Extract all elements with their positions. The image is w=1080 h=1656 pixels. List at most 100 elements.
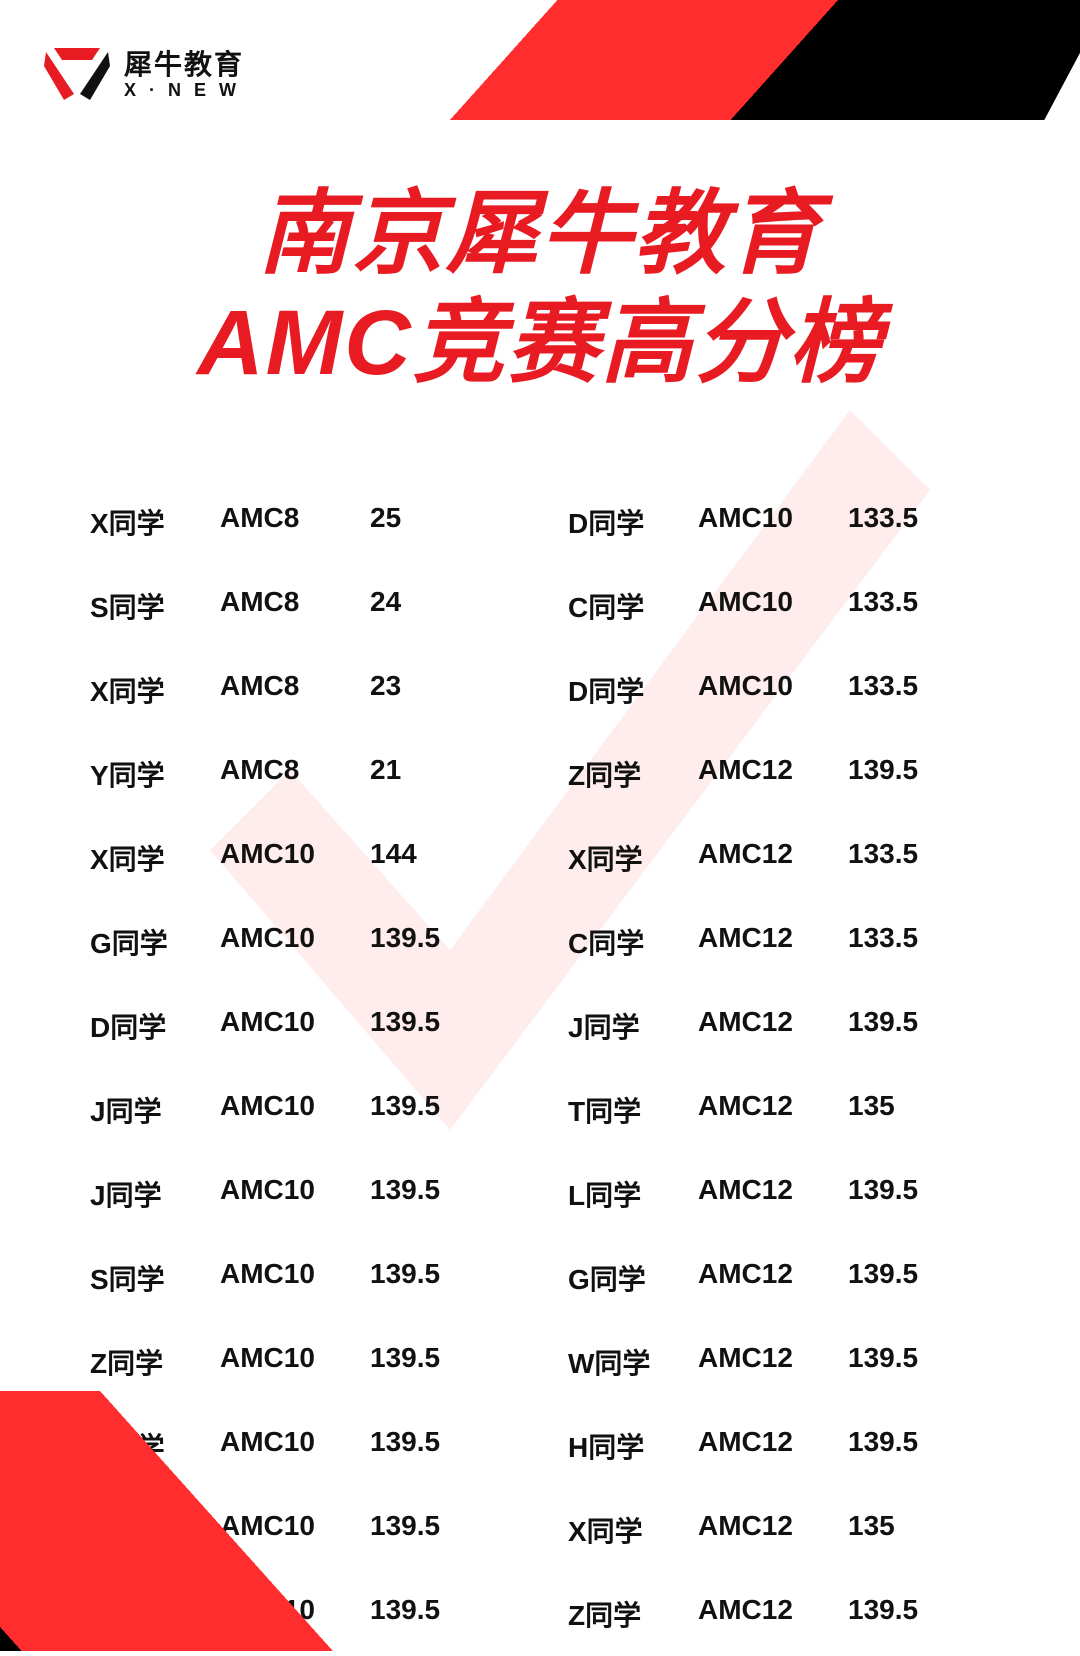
cell-exam: AMC10 bbox=[220, 838, 370, 878]
cell-student: W同学 bbox=[568, 1342, 698, 1382]
cell-score: 133.5 bbox=[848, 586, 990, 626]
cell-exam: AMC10 bbox=[220, 1174, 370, 1214]
cell-exam: AMC8 bbox=[220, 754, 370, 794]
cell-score: 139.5 bbox=[848, 1426, 990, 1466]
table-row: T同学AMC12135 bbox=[568, 1068, 990, 1152]
cell-score: 25 bbox=[370, 502, 512, 542]
table-row: Z同学AMC12139.5 bbox=[568, 732, 990, 816]
cell-student: D同学 bbox=[568, 502, 698, 542]
cell-score: 139.5 bbox=[370, 1090, 512, 1130]
logo-text-cn: 犀牛教育 bbox=[124, 51, 244, 79]
cell-score: 135 bbox=[848, 1510, 990, 1550]
title-line-1: 南京犀牛教育 bbox=[0, 180, 1080, 289]
cell-exam: AMC12 bbox=[698, 1006, 848, 1046]
cell-student: S同学 bbox=[90, 1258, 220, 1298]
cell-student: D同学 bbox=[568, 670, 698, 710]
cell-score: 139.5 bbox=[848, 1174, 990, 1214]
cell-score: 139.5 bbox=[370, 1258, 512, 1298]
table-row: G同学AMC12139.5 bbox=[568, 1236, 990, 1320]
cell-exam: AMC8 bbox=[220, 502, 370, 542]
table-row: S同学AMC824 bbox=[90, 564, 512, 648]
top-accent-stripe bbox=[380, 0, 1080, 120]
cell-student: X同学 bbox=[568, 838, 698, 878]
cell-score: 139.5 bbox=[848, 1006, 990, 1046]
cell-exam: AMC12 bbox=[698, 1258, 848, 1298]
cell-exam: AMC10 bbox=[698, 586, 848, 626]
cell-exam: AMC12 bbox=[698, 838, 848, 878]
page-title: 南京犀牛教育 AMC竞赛高分榜 bbox=[0, 180, 1080, 397]
logo-text-en: X · N E W bbox=[124, 81, 244, 99]
cell-student: D同学 bbox=[90, 1006, 220, 1046]
cell-student: H同学 bbox=[568, 1426, 698, 1466]
cell-student: J同学 bbox=[90, 1174, 220, 1214]
cell-exam: AMC10 bbox=[220, 1006, 370, 1046]
cell-exam: AMC10 bbox=[220, 922, 370, 962]
cell-score: 24 bbox=[370, 586, 512, 626]
table-row: S同学AMC10139.5 bbox=[90, 1236, 512, 1320]
cell-score: 139.5 bbox=[370, 922, 512, 962]
cell-exam: AMC12 bbox=[698, 1594, 848, 1634]
cell-student: Y同学 bbox=[90, 754, 220, 794]
table-row: X同学AMC825 bbox=[90, 480, 512, 564]
cell-score: 139.5 bbox=[848, 1258, 990, 1298]
cell-score: 144 bbox=[370, 838, 512, 878]
cell-exam: AMC12 bbox=[698, 1510, 848, 1550]
cell-exam: AMC10 bbox=[220, 1258, 370, 1298]
table-row: J同学AMC10139.5 bbox=[90, 1152, 512, 1236]
table-row: W同学AMC12139.5 bbox=[568, 1320, 990, 1404]
cell-exam: AMC12 bbox=[698, 1174, 848, 1214]
cell-exam: AMC12 bbox=[698, 1342, 848, 1382]
cell-score: 139.5 bbox=[848, 754, 990, 794]
cell-score: 133.5 bbox=[848, 670, 990, 710]
score-column-right: D同学AMC10133.5C同学AMC10133.5D同学AMC10133.5Z… bbox=[568, 480, 990, 1656]
cell-exam: AMC10 bbox=[698, 670, 848, 710]
cell-score: 133.5 bbox=[848, 838, 990, 878]
table-row: G同学AMC10139.5 bbox=[90, 900, 512, 984]
logo-mark-icon bbox=[44, 46, 110, 104]
table-row: X同学AMC12133.5 bbox=[568, 816, 990, 900]
brand-logo: 犀牛教育 X · N E W bbox=[44, 46, 244, 104]
table-row: Y同学AMC821 bbox=[90, 732, 512, 816]
table-row: D同学AMC10139.5 bbox=[90, 984, 512, 1068]
cell-exam: AMC12 bbox=[698, 922, 848, 962]
cell-exam: AMC8 bbox=[220, 586, 370, 626]
cell-student: T同学 bbox=[568, 1090, 698, 1130]
cell-score: 139.5 bbox=[370, 1342, 512, 1382]
cell-student: Z同学 bbox=[90, 1342, 220, 1382]
cell-student: G同学 bbox=[568, 1258, 698, 1298]
cell-score: 133.5 bbox=[848, 922, 990, 962]
table-row: L同学AMC12139.5 bbox=[568, 1152, 990, 1236]
cell-score: 139.5 bbox=[370, 1006, 512, 1046]
table-row: C同学AMC12133.5 bbox=[568, 900, 990, 984]
cell-student: J同学 bbox=[568, 1006, 698, 1046]
cell-student: S同学 bbox=[90, 586, 220, 626]
cell-score: 23 bbox=[370, 670, 512, 710]
cell-student: C同学 bbox=[568, 922, 698, 962]
bottom-accent-stripe bbox=[0, 1391, 520, 1651]
table-row: Z同学AMC12139.5 bbox=[568, 1572, 990, 1656]
cell-score: 139.5 bbox=[848, 1342, 990, 1382]
cell-exam: AMC12 bbox=[698, 1090, 848, 1130]
table-row: X同学AMC10144 bbox=[90, 816, 512, 900]
table-row: C同学AMC10133.5 bbox=[568, 564, 990, 648]
cell-exam: AMC10 bbox=[220, 1090, 370, 1130]
cell-student: Z同学 bbox=[568, 754, 698, 794]
cell-student: G同学 bbox=[90, 922, 220, 962]
cell-student: X同学 bbox=[90, 670, 220, 710]
table-row: X同学AMC12135 bbox=[568, 1488, 990, 1572]
table-row: J同学AMC10139.5 bbox=[90, 1068, 512, 1152]
cell-student: Z同学 bbox=[568, 1594, 698, 1634]
cell-score: 133.5 bbox=[848, 502, 990, 542]
table-row: D同学AMC10133.5 bbox=[568, 480, 990, 564]
cell-student: C同学 bbox=[568, 586, 698, 626]
cell-exam: AMC12 bbox=[698, 754, 848, 794]
cell-exam: AMC8 bbox=[220, 670, 370, 710]
cell-student: J同学 bbox=[90, 1090, 220, 1130]
cell-score: 139.5 bbox=[370, 1174, 512, 1214]
cell-student: X同学 bbox=[568, 1510, 698, 1550]
cell-score: 21 bbox=[370, 754, 512, 794]
cell-exam: AMC10 bbox=[220, 1342, 370, 1382]
cell-student: X同学 bbox=[90, 838, 220, 878]
cell-score: 135 bbox=[848, 1090, 990, 1130]
table-row: D同学AMC10133.5 bbox=[568, 648, 990, 732]
